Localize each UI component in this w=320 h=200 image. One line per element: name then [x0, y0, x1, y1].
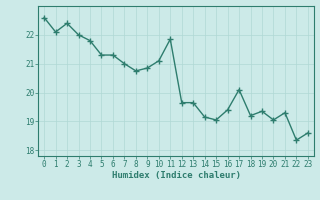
X-axis label: Humidex (Indice chaleur): Humidex (Indice chaleur) — [111, 171, 241, 180]
